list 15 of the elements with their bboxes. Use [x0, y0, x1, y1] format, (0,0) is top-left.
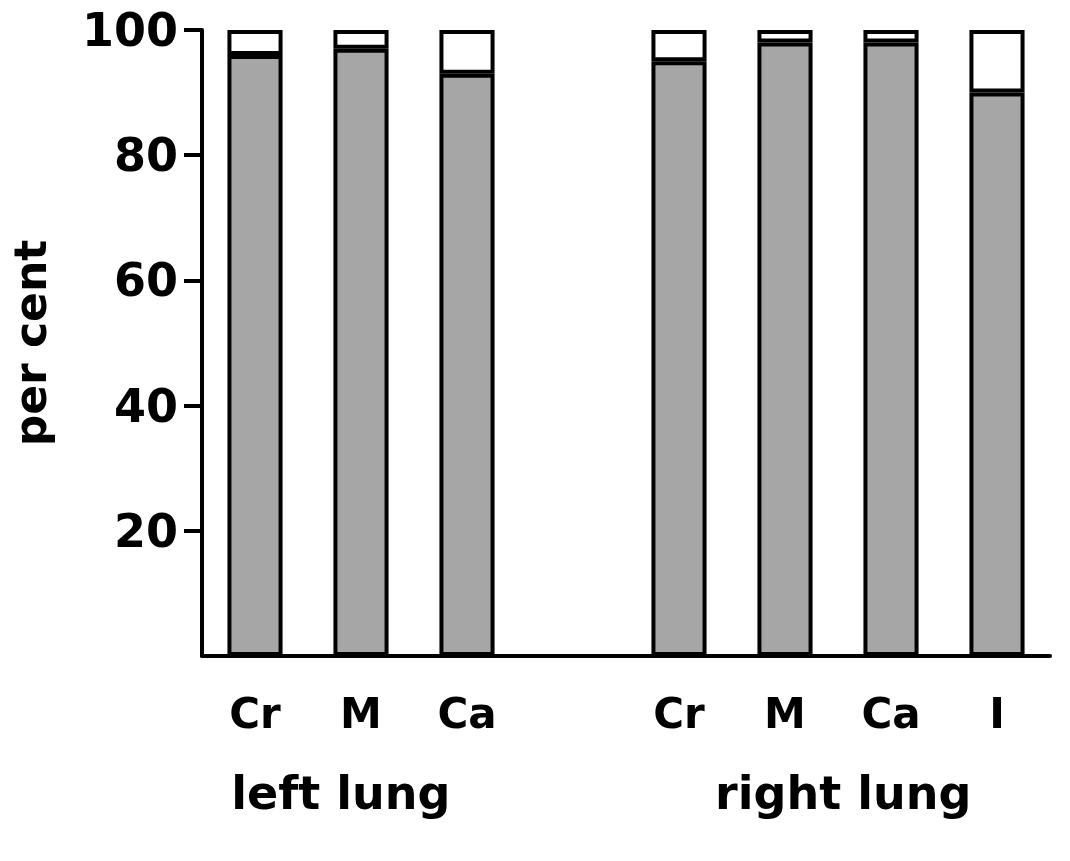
text: left lung [231, 766, 451, 820]
text: right lung [715, 766, 972, 820]
y-tick-label: 60 [113, 253, 178, 308]
x-tick-label: M [340, 688, 382, 738]
x-tick-label: Cr [653, 688, 706, 738]
y-tick-label: 100 [81, 3, 178, 57]
y-tick-label: 20 [113, 503, 178, 558]
y-tick-label: 80 [113, 128, 178, 183]
y-axis-title: per cent [4, 239, 56, 447]
x-tick-label: I [989, 688, 1005, 738]
x-tick-label: M [764, 688, 806, 738]
x-tick-label: Ca [437, 688, 497, 738]
x-tick-label: Ca [861, 688, 921, 738]
x-tick-label: Cr [229, 688, 282, 738]
y-tick-label: 40 [113, 378, 178, 433]
